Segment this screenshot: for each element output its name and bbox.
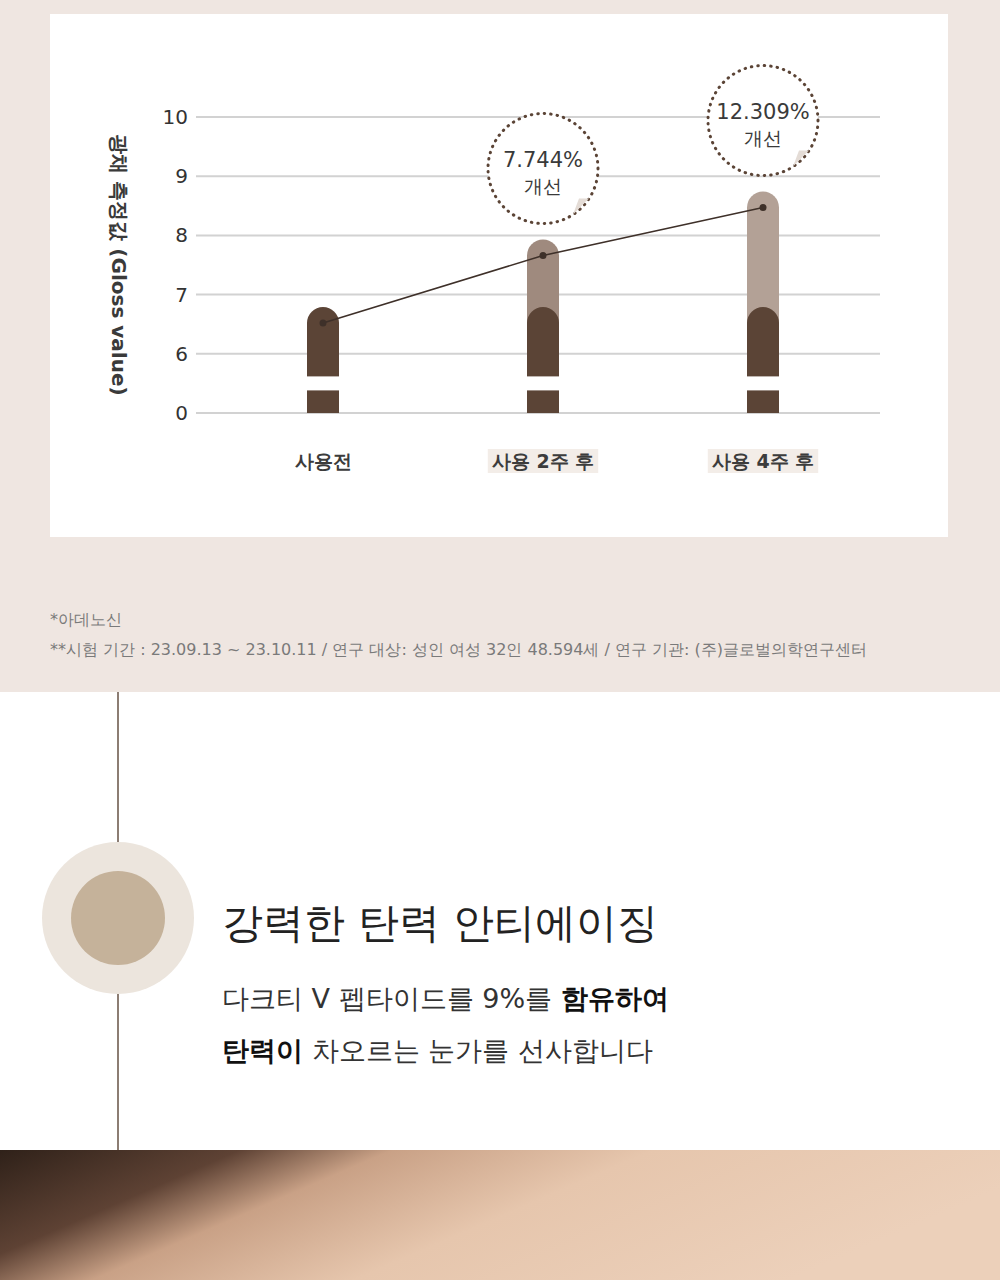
- category: 사용 2주 후: [488, 449, 598, 473]
- bottom-background: [0, 692, 1000, 1280]
- timeline-line: [117, 692, 119, 845]
- bar-baseline-part: [747, 307, 779, 413]
- timeline-line: [117, 992, 119, 1150]
- photo: [0, 1150, 1000, 1280]
- category: 사용 4주 후: [708, 449, 818, 473]
- annotation-circle: [488, 114, 598, 224]
- x-tick-label: 사용전: [295, 450, 352, 472]
- point: [540, 252, 547, 259]
- y-tick-label: 8: [175, 223, 188, 247]
- y-tick-label: 7: [175, 283, 188, 307]
- y-tick-label: 0: [175, 401, 188, 425]
- annotation: 12.309% 개선: [708, 66, 818, 176]
- section-title: 강력한 탄력 안티에이징: [222, 899, 658, 947]
- y-tick-label: 10: [163, 105, 188, 129]
- section-body-line: 다크티 V 펩타이드를 9%를 함유하여: [222, 983, 669, 1014]
- annotation-note: 개선: [524, 175, 562, 197]
- top-background: [0, 0, 1000, 692]
- annotation-peel: [573, 199, 589, 215]
- bar: [307, 307, 339, 413]
- bar-baseline-part: [527, 307, 559, 413]
- chart: 0 6 7 8 9 10 광채 측정값 (Gloss value) 사용전 사용 2주 후 사용 …: [107, 66, 880, 473]
- footnote: **시험 기간 : 23.09.13 ~ 23.10.11 / 연구 대상: 성…: [50, 640, 867, 659]
- point: [760, 204, 767, 211]
- annotation-peel: [793, 151, 809, 167]
- label-highlight: [708, 449, 818, 473]
- section-body-text: 함유하여: [561, 983, 669, 1014]
- annotation-value: 7.744%: [503, 148, 583, 172]
- section-body-line: 탄력이 차오르는 눈가를 선사합니다: [222, 1035, 653, 1066]
- footnote: *아데노신: [50, 610, 122, 629]
- axis-break: [305, 376, 341, 390]
- section-body-text: 탄력이: [222, 1035, 303, 1066]
- annotation: 7.744% 개선: [488, 114, 598, 224]
- trend-line: [323, 208, 763, 323]
- y-axis-title: 광채 측정값 (Gloss value): [107, 134, 131, 395]
- category: 사용전: [295, 450, 352, 472]
- annotation-circle: [708, 66, 818, 176]
- page: 0 6 7 8 9 10 광채 측정값 (Gloss value) 사용전 사용 2주 후 사용 …: [0, 0, 1000, 1280]
- bullet-inner: [71, 871, 165, 965]
- axis-break: [745, 376, 781, 390]
- bullet-outer: [42, 842, 194, 994]
- x-tick-label: 사용 4주 후: [712, 450, 814, 472]
- marks: [305, 192, 781, 413]
- label-highlight: [488, 449, 598, 473]
- chart-panel: [50, 14, 948, 537]
- axis-break: [525, 376, 561, 390]
- x-tick-label: 사용 2주 후: [492, 450, 594, 472]
- section-body-text: 다크티 V 펩타이드를 9%를: [222, 983, 561, 1014]
- annotation-note: 개선: [744, 127, 782, 149]
- point: [320, 320, 327, 327]
- y-tick-label: 9: [175, 164, 188, 188]
- y-tick-label: 6: [175, 342, 188, 366]
- section-body-text: 차오르는 눈가를 선사합니다: [303, 1035, 653, 1066]
- annotation-value: 12.309%: [716, 100, 809, 124]
